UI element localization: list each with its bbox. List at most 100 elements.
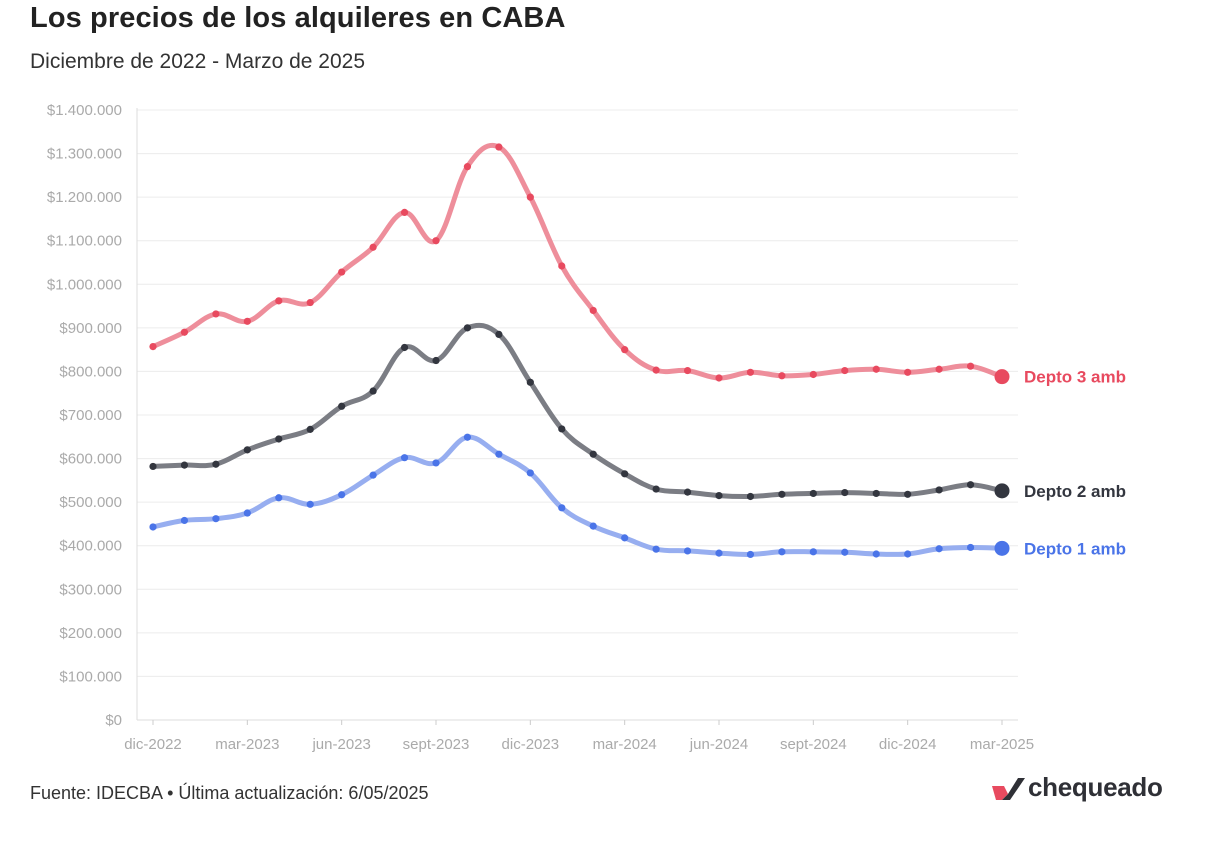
data-point[interactable] <box>872 489 880 498</box>
data-point[interactable] <box>841 488 849 497</box>
data-point[interactable] <box>746 368 755 376</box>
data-point[interactable] <box>715 492 723 500</box>
data-point[interactable] <box>275 297 283 305</box>
data-point[interactable] <box>652 485 660 493</box>
data-point[interactable] <box>180 461 189 469</box>
data-point[interactable] <box>966 362 975 370</box>
data-point[interactable] <box>212 515 220 523</box>
data-point[interactable] <box>526 193 534 201</box>
series-label-depto-2-amb: Depto 2 amb <box>1024 482 1126 501</box>
data-point[interactable] <box>180 328 189 336</box>
data-point[interactable] <box>432 356 440 365</box>
data-point[interactable] <box>746 492 755 501</box>
data-point[interactable] <box>306 500 314 508</box>
data-point[interactable] <box>149 342 157 351</box>
data-point[interactable] <box>338 402 346 410</box>
data-point[interactable] <box>243 509 251 517</box>
chequeado-check-mark-icon <box>992 777 1025 800</box>
data-point[interactable] <box>778 548 786 556</box>
data-point[interactable] <box>495 143 503 151</box>
data-point[interactable] <box>526 469 534 477</box>
series-end-marker[interactable] <box>994 369 1010 385</box>
data-point[interactable] <box>589 450 597 458</box>
data-point[interactable] <box>275 494 283 502</box>
data-point[interactable] <box>432 459 440 467</box>
data-point[interactable] <box>809 548 817 556</box>
y-tick-label: $200.000 <box>59 625 122 642</box>
data-point[interactable] <box>338 491 346 499</box>
y-tick-label: $1.000.000 <box>47 276 122 293</box>
series-end-marker[interactable] <box>994 483 1010 499</box>
data-point[interactable] <box>400 454 409 462</box>
data-point[interactable] <box>966 481 975 489</box>
data-point[interactable] <box>715 549 723 557</box>
data-point[interactable] <box>589 306 597 315</box>
data-point[interactable] <box>306 298 314 307</box>
data-point[interactable] <box>338 268 346 276</box>
data-point[interactable] <box>212 310 220 318</box>
series-line-depto-2-amb <box>150 322 1005 500</box>
data-point[interactable] <box>652 545 660 553</box>
data-point[interactable] <box>904 490 912 498</box>
data-point[interactable] <box>715 374 723 382</box>
x-tick-label: dic-2023 <box>502 736 560 753</box>
y-tick-label: $1.400.000 <box>47 102 122 119</box>
data-point[interactable] <box>935 545 943 553</box>
data-point[interactable] <box>872 365 880 373</box>
data-point[interactable] <box>212 460 220 468</box>
data-point[interactable] <box>683 366 692 375</box>
data-point[interactable] <box>180 516 189 525</box>
series-labels: Depto 3 amb Depto 2 amb Depto 1 amb <box>1024 368 1126 559</box>
x-tick-label: sept-2024 <box>780 736 847 753</box>
data-point[interactable] <box>935 365 943 373</box>
data-point[interactable] <box>558 425 566 433</box>
data-point[interactable] <box>463 324 472 332</box>
data-point[interactable] <box>558 262 566 270</box>
data-point[interactable] <box>463 163 472 171</box>
data-point[interactable] <box>935 486 943 494</box>
logo-wordmark: chequeado <box>1028 772 1163 802</box>
data-point[interactable] <box>495 450 503 458</box>
data-point[interactable] <box>841 548 849 556</box>
data-point[interactable] <box>275 435 283 443</box>
data-point[interactable] <box>369 243 377 251</box>
data-point[interactable] <box>872 550 880 558</box>
data-point[interactable] <box>149 523 157 531</box>
data-point[interactable] <box>809 489 817 498</box>
data-point[interactable] <box>400 343 409 352</box>
data-point[interactable] <box>463 433 472 441</box>
data-point[interactable] <box>778 372 786 380</box>
data-point[interactable] <box>683 547 692 555</box>
y-tick-label: $500.000 <box>59 494 122 511</box>
data-point[interactable] <box>400 208 409 216</box>
data-point[interactable] <box>495 330 503 338</box>
data-point[interactable] <box>809 370 817 379</box>
data-point[interactable] <box>904 368 912 376</box>
data-point[interactable] <box>432 237 440 245</box>
series-line-depto-1-amb <box>150 434 1005 557</box>
data-point[interactable] <box>966 543 975 552</box>
data-point[interactable] <box>683 488 692 496</box>
series-line-depto-3-amb <box>150 142 1005 381</box>
data-point[interactable] <box>621 346 629 354</box>
y-tick-label: $700.000 <box>59 407 122 424</box>
data-point[interactable] <box>778 490 786 498</box>
data-point[interactable] <box>243 446 251 454</box>
data-point[interactable] <box>558 504 566 512</box>
data-point[interactable] <box>589 522 597 530</box>
data-point[interactable] <box>369 471 377 479</box>
data-point[interactable] <box>621 534 629 542</box>
data-point[interactable] <box>904 550 912 558</box>
data-point[interactable] <box>369 387 377 395</box>
data-point[interactable] <box>149 462 157 471</box>
data-point[interactable] <box>243 317 251 325</box>
data-point[interactable] <box>746 550 755 559</box>
data-point[interactable] <box>841 366 849 375</box>
data-point[interactable] <box>621 470 629 478</box>
chequeado-logo[interactable]: chequeado <box>990 772 1163 803</box>
series-end-marker[interactable] <box>994 540 1010 556</box>
data-point[interactable] <box>652 366 660 374</box>
x-tick-label: sept-2023 <box>403 736 470 753</box>
data-point[interactable] <box>306 425 314 433</box>
data-point[interactable] <box>526 378 534 386</box>
